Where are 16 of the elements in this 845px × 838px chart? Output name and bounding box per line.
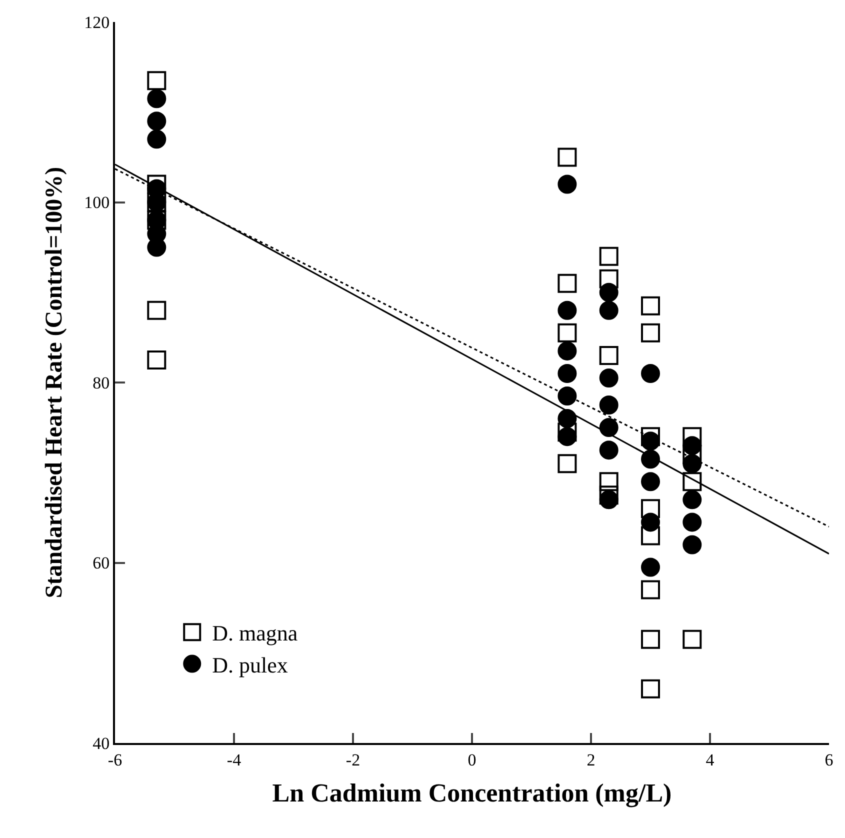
x-tick-label: 0 [468, 750, 476, 770]
y-tick-label: 40 [92, 734, 110, 753]
y-tick-label: 60 [92, 554, 110, 573]
x-tick-label: -2 [346, 750, 360, 770]
x-axis-title: Ln Cadmium Concentration (mg/L) [272, 778, 672, 808]
x-tick-label: 6 [824, 750, 834, 770]
y-tick-label: 120 [84, 12, 110, 32]
y-tick-label: 80 [92, 373, 110, 392]
x-tick-label: -6 [108, 750, 122, 770]
x-tick-label: 4 [706, 750, 715, 770]
x-tick-label: 2 [586, 750, 596, 770]
x-tick-label: -4 [226, 750, 242, 770]
legend-label: D. pulex [212, 652, 288, 678]
y-axis-title: Standardised Heart Rate (Control=100%) [42, 166, 68, 598]
y-tick-label: 100 [84, 193, 110, 212]
legend-label: D. magna [212, 620, 298, 646]
